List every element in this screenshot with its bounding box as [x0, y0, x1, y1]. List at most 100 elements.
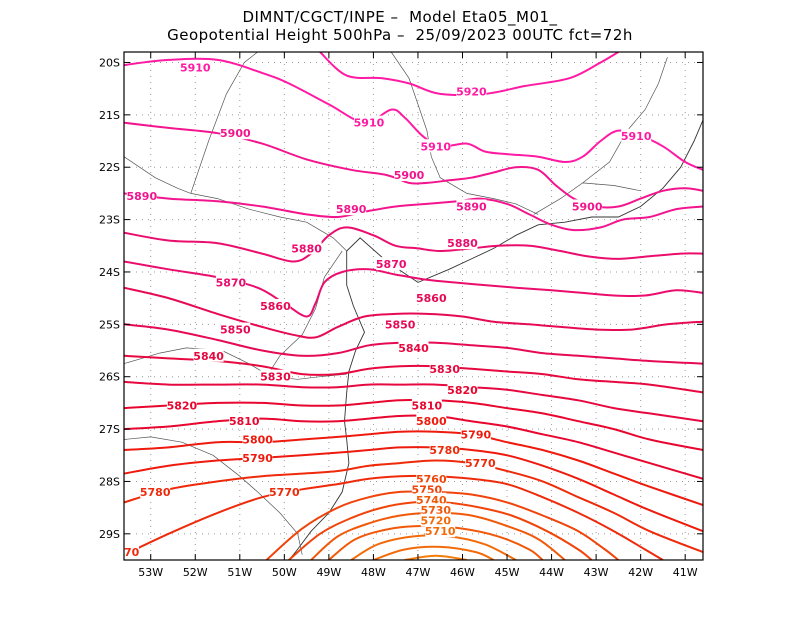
state-border	[266, 250, 343, 377]
contour-5780	[124, 459, 703, 554]
contour-label: 5910	[354, 117, 385, 130]
x-tick-label: 49W	[316, 566, 341, 579]
contour-label: 5830	[429, 363, 460, 376]
x-tick-label: 41W	[673, 566, 698, 579]
contour-label: 5840	[193, 350, 224, 363]
x-tick-label: 44W	[539, 566, 564, 579]
y-tick-label: 26S	[99, 371, 120, 384]
y-tick-label: 22S	[99, 161, 120, 174]
contour-label: 5920	[456, 85, 487, 98]
state-border	[124, 347, 347, 380]
state-border	[190, 193, 347, 252]
contour-5760	[265, 490, 620, 560]
contour-5860	[124, 286, 703, 339]
contour-label-bg	[416, 471, 447, 485]
x-tick-label: 42W	[628, 566, 653, 579]
contour-label: 5890	[336, 203, 367, 216]
contour-5880	[124, 226, 703, 263]
state-border	[582, 57, 668, 184]
contour-label: 5790	[461, 428, 492, 441]
contour-5700	[404, 554, 468, 560]
contour-label: 5810	[412, 400, 443, 413]
y-tick-label: 23S	[99, 214, 120, 227]
x-tick-label: 53W	[138, 566, 163, 579]
contour-label: 5790	[242, 452, 273, 465]
contour-labels: 5910 5920 5910 5910 5910 5900 5900 5900 5890 5890…	[109, 60, 652, 559]
contour-label: 5880	[291, 242, 322, 255]
contour-5840	[124, 354, 703, 394]
x-tick-label: 51W	[227, 566, 252, 579]
contour-label-bg	[416, 414, 447, 428]
contour-label: 5870	[376, 258, 407, 271]
contour-label-bg	[220, 322, 251, 336]
contour-label: 5860	[260, 300, 291, 313]
x-tick-label: 43W	[584, 566, 609, 579]
contour-label-bg	[416, 492, 447, 506]
contour-label-bg	[124, 545, 139, 559]
state-border	[124, 156, 191, 194]
contour-label-bg	[429, 361, 460, 375]
contour-label: 5820	[447, 384, 478, 397]
coastline	[346, 119, 703, 283]
contour-label-bg	[398, 340, 429, 354]
contour-5800	[124, 430, 703, 506]
contour-label: 5770	[269, 486, 300, 499]
y-tick-label: 27S	[99, 423, 120, 436]
contour-5830	[124, 380, 703, 423]
contour-label-bg	[572, 199, 603, 213]
contour-label: 5780	[140, 486, 171, 499]
contour-label: 5870	[216, 276, 247, 289]
contour-label-bg	[140, 484, 171, 498]
chart-title-line-2: Geopotential Height 500hPa – 25/09/2023 …	[167, 26, 633, 44]
contour-5900	[124, 121, 703, 209]
y-tick-label: 20S	[99, 56, 120, 69]
state-border	[124, 436, 303, 555]
contour-label-bg	[411, 398, 442, 412]
y-tick-label: 25S	[99, 318, 120, 331]
state-border	[533, 182, 641, 215]
contour-label: 5800	[416, 415, 447, 428]
contour-label-bg	[420, 503, 451, 517]
state-border	[390, 52, 539, 215]
contour-label: 5780	[429, 444, 460, 457]
contour-label-bg	[336, 202, 367, 216]
y-tick-label: 29S	[99, 528, 120, 541]
contour-label-bg	[269, 484, 300, 498]
y-tick-label: 21S	[99, 109, 120, 122]
x-tick-label: 52W	[183, 566, 208, 579]
x-tick-label: 47W	[406, 566, 431, 579]
contour-label-bg	[621, 128, 652, 142]
contour-label: 5910	[621, 130, 652, 143]
map-frame	[123, 51, 704, 561]
contour-label-bg	[394, 168, 425, 182]
contour-label-bg	[376, 257, 407, 271]
contour-label: 5840	[398, 342, 429, 355]
contour-label: 5830	[260, 371, 291, 384]
y-tick-label: 28S	[99, 475, 120, 488]
state-border	[190, 52, 258, 194]
contour-label: 5900	[394, 169, 425, 182]
x-tick-label: 48W	[361, 566, 386, 579]
contour-label: 5710	[425, 525, 456, 538]
contour-label: 5770	[109, 546, 140, 559]
contour-label: 5810	[229, 415, 260, 428]
axis-ticks: 53W 52W 51W 50W 49W 48W 47W 46W 45W 44W 43W 42W 41W 2…	[99, 52, 703, 579]
contour-label: 5850	[220, 324, 251, 337]
contour-label: 5770	[465, 457, 496, 470]
contour-label-bg	[416, 291, 447, 305]
contour-label-bg	[260, 369, 291, 383]
contour-label-bg	[425, 524, 456, 538]
contour-label-bg	[456, 199, 487, 213]
chart-title-line-1: DIMNT/CGCT/INPE – Model Eta05_M01_	[242, 8, 558, 26]
contour-label-bg	[215, 275, 246, 289]
contour-label: 5850	[385, 318, 416, 331]
contour-label: 5910	[180, 62, 211, 75]
contour-label-bg	[465, 456, 496, 470]
contour-5870	[124, 260, 703, 318]
contour-label-bg	[242, 432, 273, 446]
x-tick-label: 50W	[272, 566, 297, 579]
contour-label-bg	[411, 482, 442, 496]
y-tick-label: 24S	[99, 266, 120, 279]
contour-label: 5890	[456, 200, 487, 213]
